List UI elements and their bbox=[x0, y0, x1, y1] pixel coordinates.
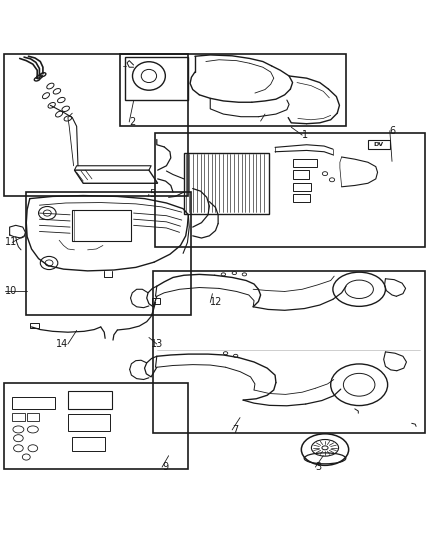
Bar bbox=[12, 413, 25, 421]
Text: 1: 1 bbox=[302, 130, 308, 140]
Bar bbox=[68, 391, 112, 409]
Bar bbox=[26, 192, 191, 314]
Bar bbox=[368, 140, 390, 149]
Bar bbox=[152, 298, 160, 304]
Text: 10: 10 bbox=[5, 286, 18, 296]
Text: 13: 13 bbox=[151, 339, 163, 349]
Bar bbox=[68, 414, 110, 431]
Bar bbox=[120, 54, 346, 126]
Text: 12: 12 bbox=[210, 297, 223, 308]
Bar bbox=[27, 413, 39, 421]
Bar bbox=[12, 397, 55, 409]
Bar bbox=[4, 383, 188, 469]
Bar bbox=[72, 437, 105, 451]
Text: 11: 11 bbox=[5, 237, 18, 247]
Text: 7: 7 bbox=[232, 425, 238, 435]
Text: 5: 5 bbox=[149, 189, 155, 199]
Bar bbox=[293, 159, 317, 167]
Bar bbox=[30, 322, 39, 328]
Bar bbox=[155, 133, 425, 247]
Bar bbox=[293, 170, 309, 179]
Bar bbox=[4, 54, 188, 197]
Text: 3: 3 bbox=[315, 462, 321, 472]
Bar bbox=[153, 271, 425, 433]
Bar bbox=[125, 57, 188, 100]
Bar bbox=[184, 152, 269, 214]
Bar bbox=[72, 209, 131, 241]
Text: 9: 9 bbox=[162, 462, 168, 472]
Text: 14: 14 bbox=[56, 339, 68, 349]
Text: DV: DV bbox=[374, 142, 384, 147]
Bar bbox=[293, 183, 311, 191]
Text: 6: 6 bbox=[390, 126, 396, 136]
Text: 2: 2 bbox=[129, 117, 135, 127]
Bar bbox=[293, 194, 310, 201]
